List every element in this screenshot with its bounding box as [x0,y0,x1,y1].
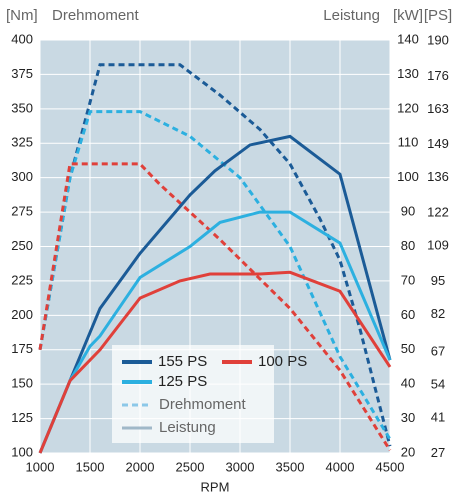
x-tick-label: 1500 [76,459,105,474]
series-line [38,162,392,452]
y3-unit: [PS] [424,7,452,24]
y3-tick-label: 122 [427,205,449,220]
x-tick-label: 2500 [176,459,205,474]
y3-tick-label: 41 [431,410,445,425]
y2-tick-label: 20 [401,444,415,459]
y-unit: [Nm] [6,7,38,24]
series-line [38,270,392,454]
y2-tick-label: 70 [401,272,415,287]
legend-label: 125 PS [158,373,207,390]
legend-label: Leistung [159,419,216,436]
y-tick-label: 300 [11,169,33,184]
y2-tick-label: 60 [401,307,415,322]
legend-label: 100 PS [258,353,307,370]
x-tick-label: 2000 [126,459,155,474]
series-line [38,134,392,454]
y3-tick-label: 190 [427,32,449,47]
series-line [38,110,392,441]
y2-tick-label: 130 [397,66,419,81]
y3-tick-label: 149 [427,136,449,151]
y2-tick-label: 120 [397,100,419,115]
y2-tick-label: 100 [397,169,419,184]
y2-label: Leistung [323,7,380,24]
y-tick-label: 175 [11,341,33,356]
y-tick-label: 350 [11,100,33,115]
y3-tick-label: 163 [427,101,449,116]
x-tick-label: 4000 [326,459,355,474]
y2-tick-label: 50 [401,341,415,356]
y3-tick-label: 176 [427,68,449,83]
legend-label: Drehmoment [159,396,247,413]
y2-tick-label: 30 [401,410,415,425]
y3-tick-label: 82 [431,306,445,321]
x-tick-label: 4500 [376,459,405,474]
legend-label: 155 PS [158,353,207,370]
x-label: RPM [201,479,230,494]
y2-tick-label: 90 [401,204,415,219]
y3-tick-label: 109 [427,237,449,252]
x-tick-label: 3000 [226,459,255,474]
y3-tick-label: 95 [431,273,445,288]
y2-tick-label: 80 [401,238,415,253]
y3-tick-label: 67 [431,344,445,359]
x-tick-label: 3500 [276,459,305,474]
y2-tick-label: 110 [398,135,419,150]
y-tick-label: 200 [11,307,33,322]
y-tick-label: 225 [11,272,33,287]
series-line [38,63,392,447]
y-tick-label: 275 [11,204,33,219]
series-line [38,210,392,454]
y2-tick-label: 140 [397,31,419,46]
y-tick-label: 125 [11,410,33,425]
y3-tick-label: 54 [431,377,445,392]
y-tick-label: 325 [11,135,33,150]
y2-tick-label: 40 [401,376,415,391]
y-tick-label: 375 [11,66,33,81]
y-tick-label: 250 [11,238,33,253]
y2-unit: [kW] [393,7,423,24]
y3-tick-label: 27 [431,445,445,460]
y-tick-label: 100 [11,444,33,459]
x-tick-label: 1000 [26,459,55,474]
y-label: Drehmoment [52,7,140,24]
y3-tick-label: 136 [427,169,449,184]
y-tick-label: 150 [11,376,33,391]
y-tick-label: 400 [11,31,33,46]
